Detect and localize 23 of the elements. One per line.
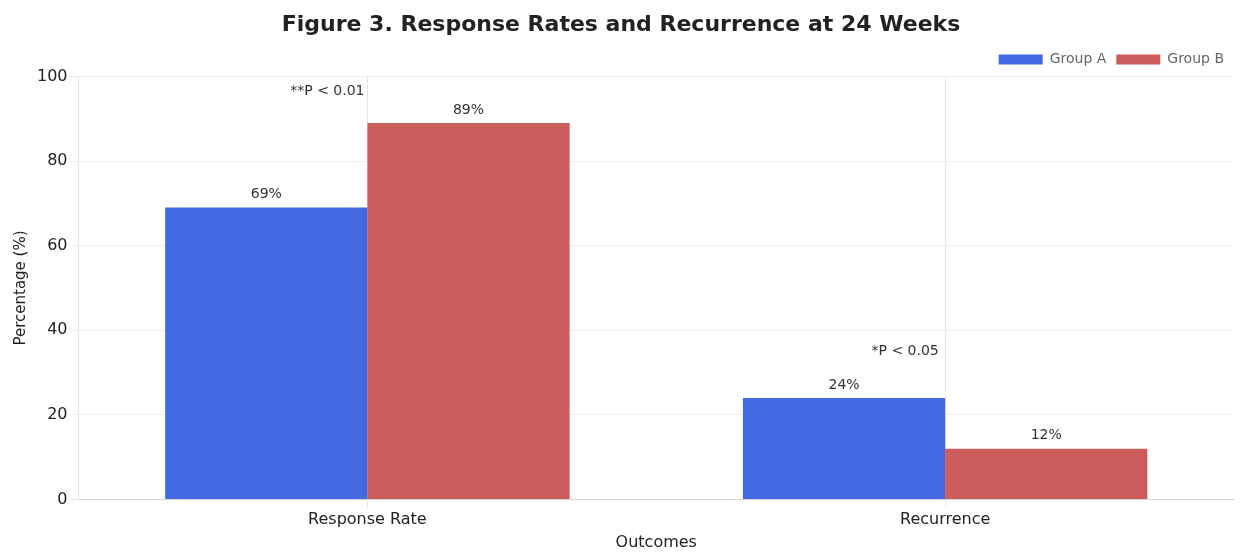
bar: [367, 122, 570, 500]
y-tick-label: 80: [47, 150, 68, 170]
bar: [945, 448, 1148, 500]
data-label: 69%: [250, 185, 282, 202]
annotation: **P < 0.01: [290, 82, 365, 99]
x-tick-label: Recurrence: [899, 509, 991, 529]
data-label: 89%: [452, 100, 485, 117]
x-tick-label: Response Rate: [308, 509, 427, 529]
legend-label: Group A: [1049, 50, 1107, 67]
y-tick-label: 40: [47, 319, 68, 339]
y-tick-label: 60: [47, 234, 68, 254]
annotation: *P < 0.05: [871, 341, 939, 358]
chart-title: Figure 3. Response Rates and Recurrence at 24 Weeks: [281, 10, 961, 36]
y-axis-title: Percentage (%): [10, 230, 29, 346]
y-tick-label: 100: [36, 65, 68, 85]
x-axis-title: Outcomes: [615, 531, 697, 551]
legend-label: Group B: [1167, 50, 1225, 67]
bar: [742, 398, 946, 500]
data-label: 12%: [1030, 426, 1062, 443]
data-label: 24%: [828, 375, 860, 392]
y-tick-label: 0: [57, 488, 68, 508]
y-tick-label: 20: [47, 404, 68, 424]
bar: [165, 207, 368, 500]
